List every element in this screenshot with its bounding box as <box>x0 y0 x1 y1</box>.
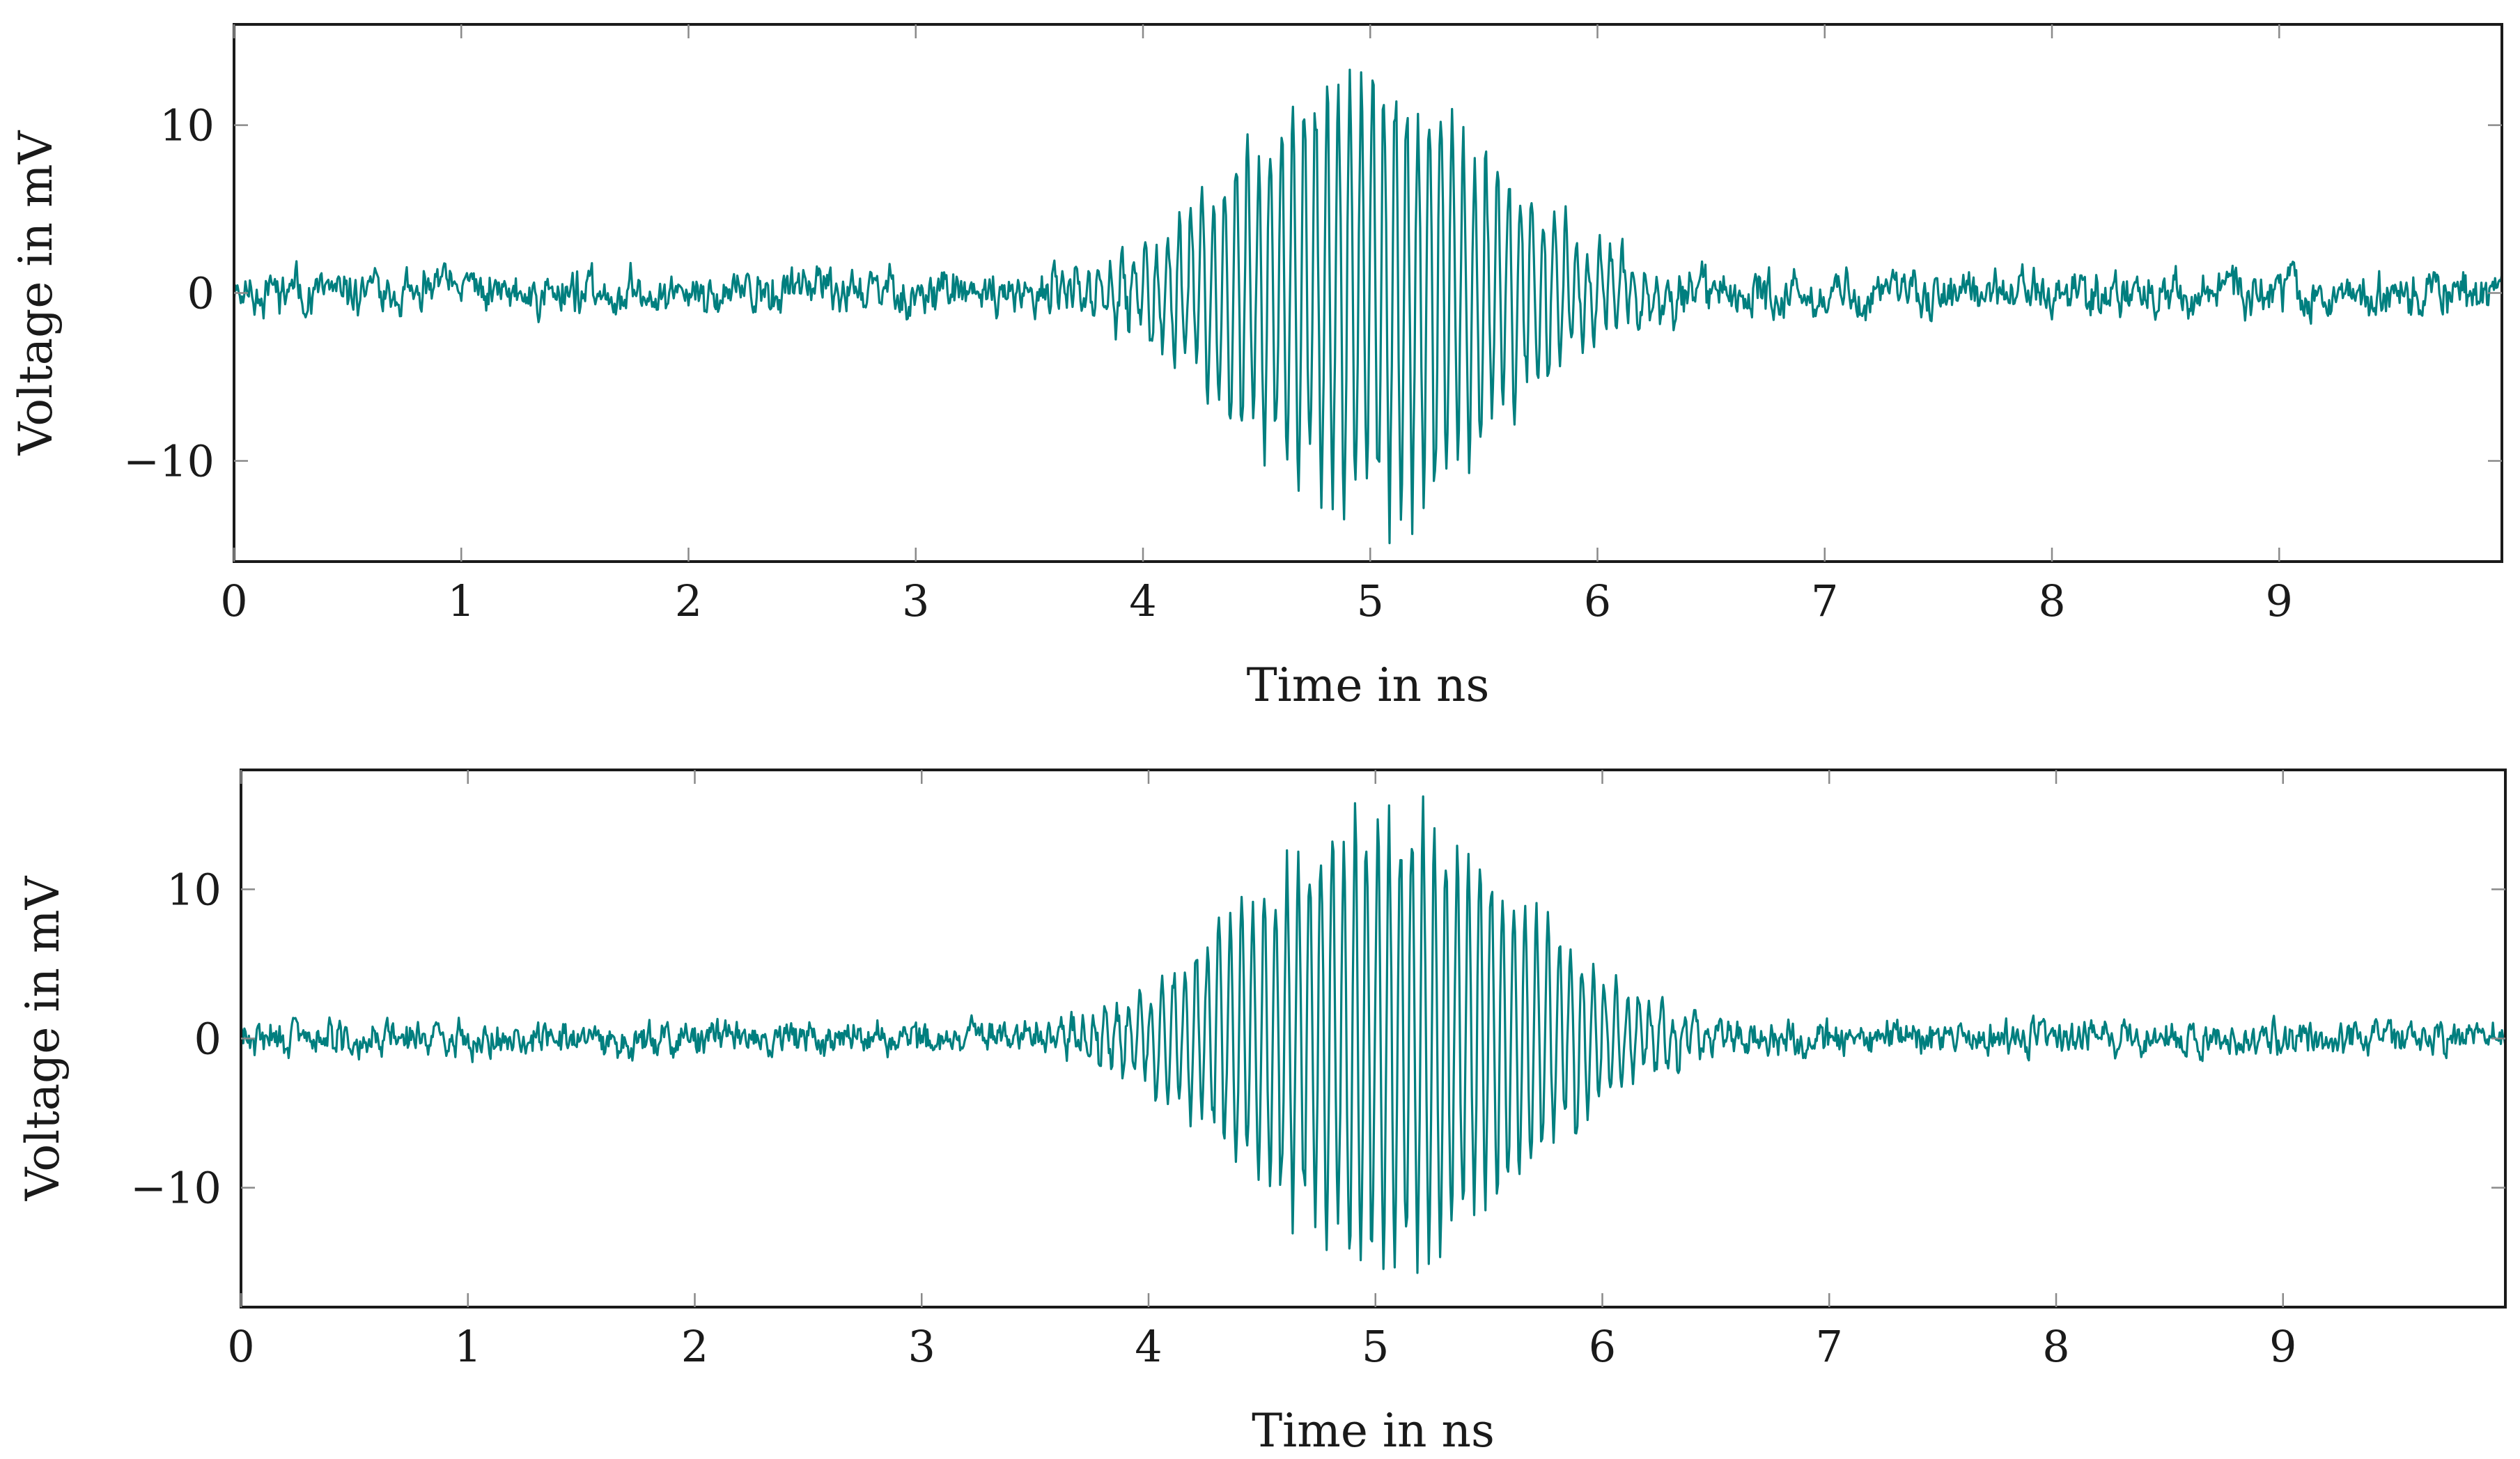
bottom-plot: 0 1 2 3 4 5 6 7 8 9 −10 0 10 Time in ns Voltage in mV <box>16 769 2507 1458</box>
x-tick-label: 7 <box>1816 1321 1843 1372</box>
x-tick-label: 5 <box>1357 576 1384 626</box>
x-tick-label: 4 <box>1129 576 1156 626</box>
x-tick-label: 8 <box>2038 576 2065 626</box>
signal-series-line <box>233 68 2503 545</box>
y-tick-label: −10 <box>130 1163 221 1214</box>
x-tick-label: 1 <box>454 1321 481 1372</box>
y-tick-label: 10 <box>160 100 215 151</box>
x-tick-label: 2 <box>675 576 702 626</box>
y-axis-label: Voltage in mV <box>16 875 70 1201</box>
x-tick-label: 3 <box>902 576 929 626</box>
x-tick-label: 4 <box>1135 1321 1162 1372</box>
x-tick-label: 6 <box>1589 1321 1616 1372</box>
x-tick-label: 1 <box>448 576 475 626</box>
y-tick-label: 0 <box>194 1014 221 1065</box>
x-tick-label: 0 <box>220 576 247 626</box>
x-tick-label: 9 <box>2269 1321 2296 1372</box>
y-tick-label: 10 <box>166 864 221 915</box>
x-tick-label: 0 <box>227 1321 254 1372</box>
x-tick-label: 6 <box>1584 576 1611 626</box>
x-tick-label: 3 <box>908 1321 935 1372</box>
x-axis-label: Time in ns <box>1252 1404 1495 1458</box>
x-tick-label: 2 <box>681 1321 708 1372</box>
signal-series-line <box>240 795 2507 1274</box>
x-tick-label: 8 <box>2042 1321 2069 1372</box>
y-tick-label: −10 <box>123 435 215 486</box>
x-tick-label: 9 <box>2266 576 2293 626</box>
x-tick-label: 5 <box>1362 1321 1389 1372</box>
top-plot: 0 1 2 3 4 5 6 7 8 9 −10 0 10 Time in ns Voltage in mV <box>9 23 2503 712</box>
x-tick-label: 7 <box>1811 576 1838 626</box>
y-tick-label: 0 <box>187 268 215 319</box>
y-axis-label: Voltage in mV <box>9 130 63 456</box>
x-axis-label: Time in ns <box>1247 658 1490 712</box>
